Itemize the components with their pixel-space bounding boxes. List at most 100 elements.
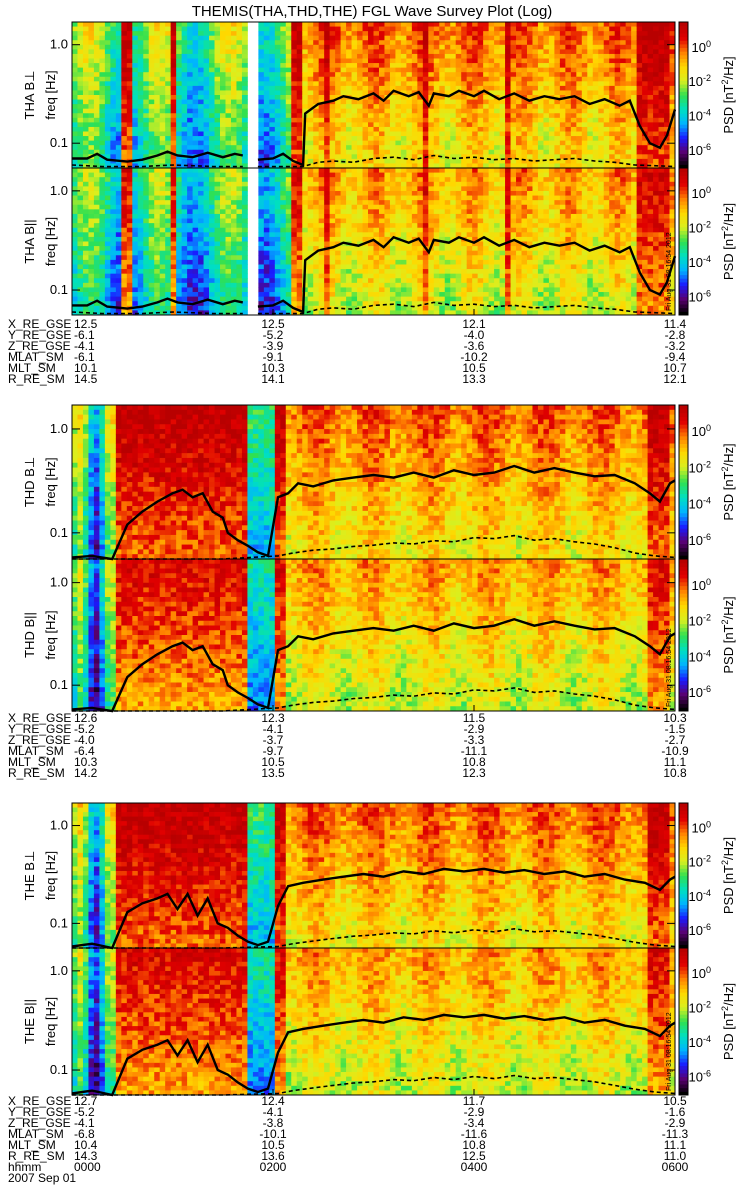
psd-cell — [352, 145, 358, 150]
psd-cell — [522, 54, 528, 59]
psd-cell — [72, 31, 78, 36]
psd-cell — [187, 132, 193, 137]
psd-cell — [516, 150, 522, 155]
psd-cell — [428, 141, 434, 146]
psd-cell — [116, 118, 122, 123]
psd-cell — [428, 22, 434, 27]
psd-cell — [99, 86, 105, 91]
psd-cell — [417, 59, 423, 64]
psd-cell — [193, 36, 199, 41]
psd-cell — [538, 27, 544, 32]
psd-cell — [83, 81, 89, 86]
psd-cell — [417, 109, 423, 114]
psd-cell — [99, 27, 105, 32]
psd-cell — [500, 113, 506, 118]
psd-cell — [494, 109, 500, 114]
psd-cell — [352, 122, 358, 127]
psd-cell — [182, 136, 188, 141]
psd-cell — [543, 77, 549, 82]
psd-cell — [193, 90, 199, 95]
psd-cell — [105, 81, 111, 86]
psd-cell — [363, 81, 369, 86]
psd-cell — [363, 72, 369, 77]
psd-cell — [324, 136, 330, 141]
psd-cell — [286, 136, 292, 141]
psd-cell — [384, 22, 390, 27]
psd-cell — [138, 90, 144, 95]
psd-cell — [154, 90, 160, 95]
psd-cell — [138, 45, 144, 50]
psd-cell — [225, 145, 231, 150]
psd-cell — [121, 145, 127, 150]
psd-cell — [72, 145, 78, 150]
psd-cell — [204, 31, 210, 36]
psd-cell — [313, 145, 319, 150]
psd-cell — [434, 141, 440, 146]
psd-cell — [461, 127, 467, 132]
psd-cell — [88, 27, 94, 32]
psd-cell — [165, 90, 171, 95]
psd-cell — [357, 90, 363, 95]
psd-cell — [324, 49, 330, 54]
psd-cell — [209, 86, 215, 91]
psd-cell — [242, 68, 248, 73]
psd-cell — [110, 113, 116, 118]
psd-cell — [500, 77, 506, 82]
psd-cell — [280, 90, 286, 95]
psd-cell — [297, 150, 303, 155]
psd-cell — [505, 127, 511, 132]
psd-cell — [291, 86, 297, 91]
psd-cell — [467, 113, 473, 118]
psd-cell — [313, 59, 319, 64]
psd-cell — [242, 136, 248, 141]
psd-cell — [160, 90, 166, 95]
psd-cell — [88, 40, 94, 45]
psd-cell — [302, 49, 308, 54]
psd-cell — [406, 122, 412, 127]
psd-cell — [384, 40, 390, 45]
psd-cell — [88, 136, 94, 141]
psd-cell — [204, 86, 210, 91]
psd-cell — [236, 118, 242, 123]
psd-cell — [439, 27, 445, 32]
psd-cell — [467, 127, 473, 132]
psd-cell — [384, 109, 390, 114]
psd-cell — [428, 49, 434, 54]
psd-cell — [434, 54, 440, 59]
psd-cell — [132, 36, 138, 41]
psd-cell — [412, 27, 418, 32]
psd-cell — [286, 27, 292, 32]
psd-cell — [472, 77, 478, 82]
psd-cell — [390, 100, 396, 105]
psd-cell — [99, 77, 105, 82]
psd-cell — [500, 22, 506, 27]
psd-cell — [384, 27, 390, 32]
psd-cell — [395, 150, 401, 155]
psd-cell — [105, 49, 111, 54]
psd-cell — [330, 63, 336, 68]
psd-cell — [105, 90, 111, 95]
psd-cell — [445, 27, 451, 32]
psd-cell — [478, 145, 484, 150]
psd-cell — [494, 150, 500, 155]
psd-cell — [231, 136, 237, 141]
psd-cell — [154, 72, 160, 77]
psd-cell — [220, 109, 226, 114]
psd-cell — [346, 122, 352, 127]
psd-cell — [445, 145, 451, 150]
psd-cell — [379, 59, 385, 64]
psd-cell — [434, 77, 440, 82]
psd-cell — [143, 132, 149, 137]
psd-cell — [116, 77, 122, 82]
psd-cell — [395, 95, 401, 100]
psd-cell — [225, 90, 231, 95]
psd-cell — [72, 63, 78, 68]
psd-cell — [368, 118, 374, 123]
psd-cell — [143, 72, 149, 77]
psd-cell — [121, 150, 127, 155]
psd-cell — [346, 54, 352, 59]
psd-cell — [313, 95, 319, 100]
psd-cell — [324, 54, 330, 59]
psd-cell — [522, 27, 528, 32]
psd-cell — [127, 122, 133, 127]
